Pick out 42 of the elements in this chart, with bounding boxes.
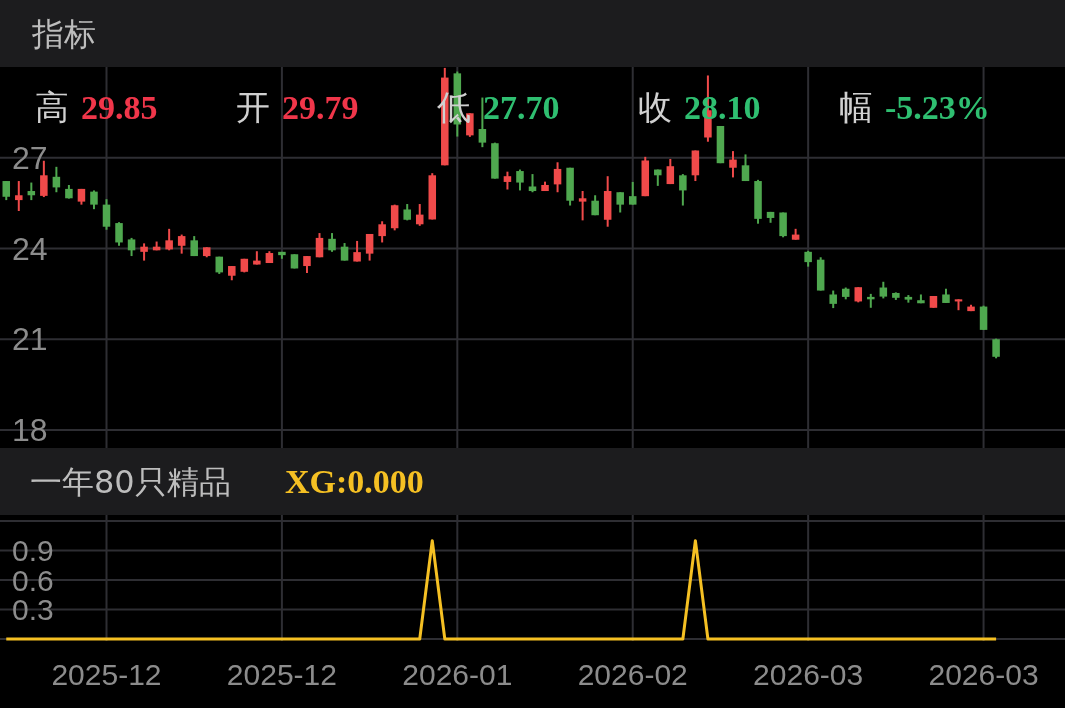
candlestick <box>616 191 624 214</box>
candlestick <box>528 173 537 194</box>
y-tick-label: 24 <box>12 230 48 267</box>
x-tick-label: 2026-01 <box>402 657 513 691</box>
candlestick <box>115 221 123 247</box>
annotation: 幅 -5.23% <box>839 87 990 127</box>
x-tick-label: 2026-02 <box>577 657 688 691</box>
candlestick <box>729 150 737 179</box>
chart-title: 一年80只精品 <box>30 462 231 501</box>
candlestick <box>679 173 687 207</box>
annotation: 开 29.79 <box>236 87 359 127</box>
annotation: 高 29.85 <box>35 87 158 127</box>
candlestick <box>516 168 524 192</box>
candlestick <box>102 198 111 231</box>
x-tick-label: 2025-12 <box>51 657 162 691</box>
x-tick-label: 2026-03 <box>753 657 864 691</box>
candlestick <box>390 203 399 232</box>
chart-title: 指标 <box>31 14 96 53</box>
x-tick-label: 2025-12 <box>226 657 337 691</box>
candlestick <box>628 180 637 206</box>
y-tick-label: 18 <box>12 412 48 448</box>
x-tick-label: 2026-03 <box>928 657 1039 691</box>
candlestick <box>666 157 675 186</box>
candlestick <box>15 180 23 212</box>
candlestick <box>90 189 98 211</box>
y-tick-label: 27 <box>12 139 48 176</box>
candlestick <box>315 232 324 259</box>
candlestick <box>378 220 386 244</box>
candlestick <box>553 161 562 194</box>
candlestick <box>578 190 587 222</box>
y-tick-label: 21 <box>12 321 48 358</box>
candlestick <box>2 180 11 202</box>
candlestick <box>979 304 988 331</box>
candlestick <box>177 233 186 255</box>
candlestick <box>779 211 787 239</box>
text: XG:0.000 <box>285 463 424 500</box>
candlestick <box>741 153 750 183</box>
candlestick <box>353 239 361 263</box>
candlestick <box>328 232 336 253</box>
candlestick <box>165 227 173 252</box>
candlestick <box>365 232 374 262</box>
candlestick <box>127 236 136 258</box>
